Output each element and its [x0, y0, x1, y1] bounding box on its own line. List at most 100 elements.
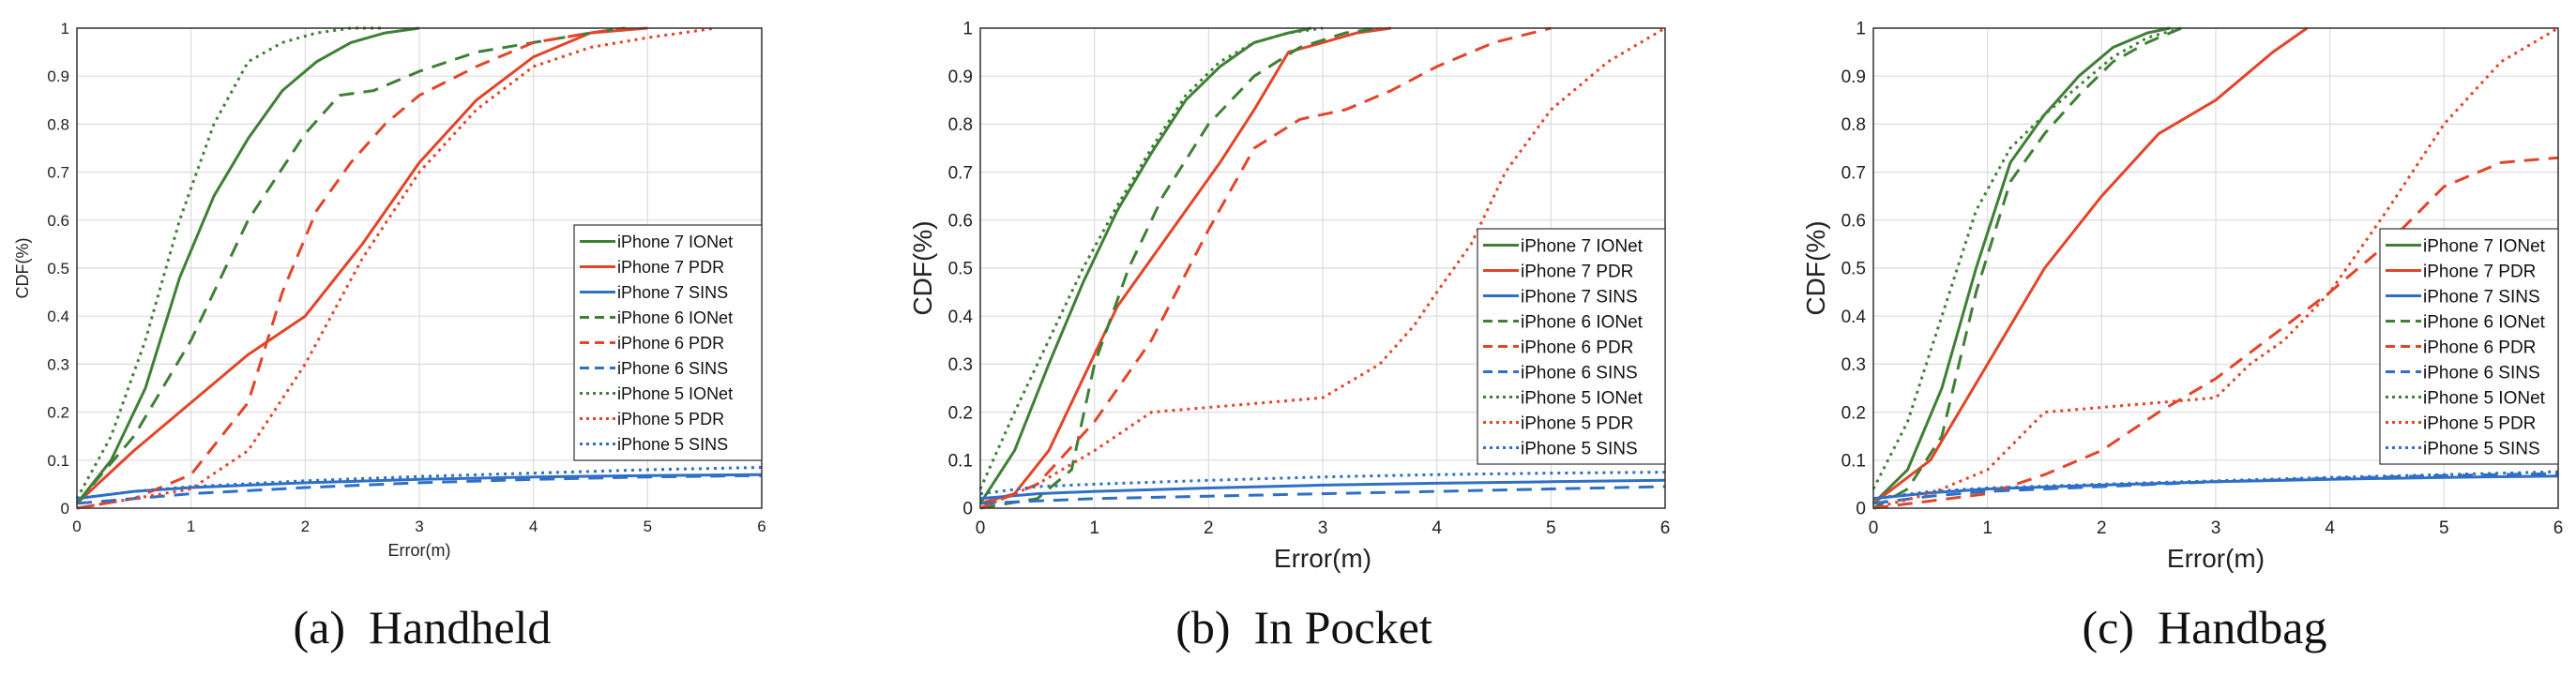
- series-line-iphone-7-sins: [979, 478, 1666, 501]
- y-tick-label: 0.9: [1841, 68, 1866, 87]
- y-tick-label: 0.3: [47, 355, 69, 373]
- y-axis-label: CDF(%): [1801, 220, 1830, 315]
- legend-label: iPhone 7 SINS: [2423, 287, 2540, 307]
- legend-label: iPhone 7 IONet: [1521, 236, 1644, 256]
- x-tick-label: 6: [1660, 518, 1671, 538]
- y-tick-label: 0.6: [1841, 211, 1866, 231]
- legend-label: iPhone 5 PDR: [2423, 413, 2536, 433]
- legend-label: iPhone 7 SINS: [1521, 287, 1638, 307]
- legend-label: iPhone 5 PDR: [617, 410, 724, 428]
- y-tick-label: 0: [1856, 500, 1866, 519]
- series-line-iphone-5-pdr: [1872, 26, 2559, 510]
- y-tick-label: 0.8: [948, 115, 973, 135]
- y-tick-label: 0.4: [1841, 308, 1867, 327]
- chart-3: 0 1 2 3 4 5 6 0 0.1 0.2 0.3 0.4 0.5 0.6 0.7 0.8 0.9 1 Erro…: [1801, 20, 2563, 573]
- x-tick-label: 5: [644, 518, 652, 535]
- y-axis-label: CDF(%): [13, 238, 32, 299]
- legend-label: iPhone 6 IONet: [2423, 312, 2546, 332]
- y-tick-label: 0.5: [47, 260, 69, 278]
- y-tick-label: 0.1: [948, 451, 973, 471]
- x-tick-label: 4: [2325, 518, 2335, 538]
- x-tick-label: 0: [1869, 518, 1879, 538]
- legend-label: iPhone 7 SINS: [617, 283, 728, 302]
- legend-label: iPhone 5 PDR: [1521, 413, 1633, 433]
- x-tick-label: 3: [1318, 518, 1328, 538]
- y-tick-label: 0.2: [47, 404, 69, 422]
- y-tick-label: 0.8: [1841, 115, 1866, 135]
- x-tick-label: 2: [301, 518, 310, 535]
- series-line-iphone-6-ionet: [979, 26, 1381, 510]
- x-tick-label: 6: [757, 518, 765, 535]
- legend-box: [1477, 228, 1666, 465]
- y-tick-label: 0.5: [1841, 260, 1866, 279]
- legend-label: iPhone 5 IONet: [617, 384, 733, 403]
- series-line-iphone-6-ionet: [75, 26, 626, 504]
- y-tick-label: 0.8: [47, 115, 69, 133]
- legend-label: iPhone 6 SINS: [2423, 363, 2540, 383]
- x-tick-label: 3: [415, 518, 423, 535]
- legend-label: iPhone 6 SINS: [617, 359, 728, 378]
- legend-label: iPhone 5 IONet: [2423, 388, 2546, 408]
- y-tick-label: 0.6: [47, 212, 69, 230]
- series-line-iphone-6-pdr: [76, 26, 626, 510]
- y-tick-label: 0.1: [1841, 451, 1866, 471]
- y-tick-label: 1: [61, 20, 69, 38]
- legend: iPhone 7 IONet iPhone 7 PDR iPhone 7 SINS i…: [1477, 228, 1666, 465]
- legend: iPhone 7 IONet iPhone 7 PDR iPhone 7 SINS i…: [573, 224, 763, 461]
- chart-2: 0 1 2 3 4 5 6 0 0.1 0.2 0.3 0.4 0.5 0.6 0.7 0.8 0.9 1 Erro…: [908, 20, 1670, 573]
- y-tick-label: 0.2: [1841, 403, 1866, 423]
- legend-label: iPhone 7 PDR: [2423, 262, 2536, 281]
- y-tick-label: 0.3: [948, 355, 973, 375]
- series-line-iphone-5-ionet: [978, 26, 1324, 490]
- caption-handheld: (a) Handheld: [293, 601, 552, 653]
- y-tick-label: 0.4: [47, 308, 69, 325]
- series-line-iphone-5-sins: [76, 466, 763, 501]
- x-tick-label: 0: [976, 518, 986, 538]
- y-tick-label: 1: [962, 20, 973, 39]
- caption-handbag: (c) Handbag: [2082, 601, 2327, 653]
- x-tick-label: 2: [1204, 518, 1214, 538]
- x-tick-label: 5: [2439, 518, 2449, 538]
- x-tick-label: 4: [529, 518, 538, 535]
- series-line-iphone-7-sins: [76, 473, 763, 501]
- x-axis-label: Error(m): [388, 541, 451, 560]
- x-tick-label: 6: [2553, 518, 2564, 538]
- y-tick-label: 0.1: [47, 452, 69, 470]
- x-tick-label: 3: [2211, 518, 2221, 538]
- y-tick-label: 0.6: [948, 211, 973, 231]
- legend-label: iPhone 7 IONet: [617, 233, 733, 251]
- caption-in-pocket: (b) In Pocket: [1175, 601, 1432, 653]
- y-tick-label: 0.4: [948, 308, 974, 327]
- y-tick-label: 0.7: [47, 164, 69, 182]
- x-tick-label: 1: [1089, 518, 1099, 538]
- legend-label: iPhone 5 SINS: [2423, 439, 2540, 458]
- series-line-iphone-6-ionet: [1872, 26, 2183, 510]
- series-line-iphone-7-pdr: [979, 26, 1392, 505]
- legend-label: iPhone 7 PDR: [617, 258, 724, 277]
- legend-label: iPhone 5 SINS: [1521, 439, 1638, 458]
- x-tick-label: 5: [1546, 518, 1556, 538]
- legend-label: iPhone 5 SINS: [617, 435, 728, 454]
- x-tick-label: 2: [2097, 518, 2107, 538]
- x-tick-label: 0: [72, 518, 81, 535]
- legend-box: [573, 224, 763, 461]
- y-tick-label: 0.9: [948, 68, 973, 87]
- legend-label: iPhone 6 IONet: [617, 308, 733, 327]
- y-tick-label: 0.7: [1841, 163, 1866, 183]
- series-line-iphone-5-pdr: [76, 26, 717, 510]
- legend: iPhone 7 IONet iPhone 7 PDR iPhone 7 SINS i…: [2379, 228, 2559, 465]
- x-tick-label: 1: [1982, 518, 1993, 538]
- series-line-iphone-6-pdr: [979, 26, 1552, 510]
- legend-label: iPhone 6 PDR: [2423, 338, 2536, 357]
- y-tick-label: 1: [1856, 20, 1866, 39]
- y-tick-label: 0: [962, 500, 973, 519]
- legend-label: iPhone 5 IONet: [1521, 388, 1644, 408]
- legend-label: iPhone 7 IONet: [2423, 236, 2546, 256]
- y-tick-label: 0.9: [47, 68, 69, 85]
- y-axis-label: CDF(%): [908, 220, 937, 315]
- legend-label: iPhone 6 PDR: [617, 334, 724, 353]
- series-line-iphone-5-sins: [979, 471, 1666, 496]
- y-tick-label: 0.2: [948, 403, 973, 423]
